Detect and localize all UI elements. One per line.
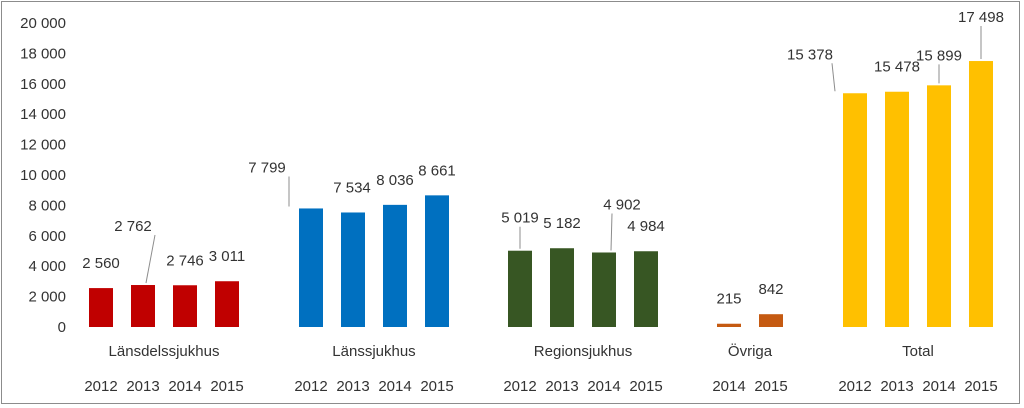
x-year-label: 2014 xyxy=(168,378,201,395)
bar xyxy=(131,285,155,327)
y-tick-label: 2 000 xyxy=(28,289,66,306)
data-label: 215 xyxy=(716,291,741,308)
x-year-label: 2012 xyxy=(84,378,117,395)
bar xyxy=(969,61,993,328)
bar xyxy=(885,91,909,327)
bar xyxy=(215,281,239,327)
bar xyxy=(634,251,658,327)
x-year-label: 2014 xyxy=(922,378,955,395)
y-tick-label: 14 000 xyxy=(20,106,66,123)
bar xyxy=(717,323,741,327)
bar xyxy=(592,252,616,327)
data-label: 2 560 xyxy=(82,255,120,272)
y-tick-label: 10 000 xyxy=(20,167,66,184)
data-label: 7 534 xyxy=(333,179,371,196)
bar xyxy=(383,204,407,327)
bar xyxy=(89,288,113,327)
bar xyxy=(550,248,574,327)
leader-line xyxy=(831,63,836,92)
x-year-label: 2015 xyxy=(754,378,787,395)
y-tick-label: 4 000 xyxy=(28,258,66,275)
y-tick-label: 8 000 xyxy=(28,197,66,214)
data-label: 3 011 xyxy=(209,248,245,265)
data-label: 17 498 xyxy=(958,9,1004,26)
x-year-label: 2015 xyxy=(964,378,997,395)
y-tick-label: 20 000 xyxy=(20,15,66,32)
bars xyxy=(89,61,993,328)
bar xyxy=(843,93,867,328)
y-axis: 0 2 000 4 000 6 000 8 000 10 000 12 000 14 000 1… xyxy=(20,15,66,336)
x-group-label: Länssjukhus xyxy=(332,343,415,360)
data-label: 7 799 xyxy=(248,159,286,176)
data-label: 5 182 xyxy=(543,215,581,232)
x-year-label: 2014 xyxy=(378,378,411,395)
leader-line xyxy=(145,234,156,284)
x-year-label: 2013 xyxy=(336,378,369,395)
x-year-label: 2014 xyxy=(587,378,620,395)
x-year-label: 2014 xyxy=(712,378,745,395)
bar xyxy=(173,285,197,327)
x-year-label: 2015 xyxy=(629,378,662,395)
x-year-label: 2015 xyxy=(210,378,243,395)
x-year-label: 2013 xyxy=(545,378,578,395)
x-year-label: 2013 xyxy=(880,378,913,395)
data-label: 2 746 xyxy=(166,252,204,269)
leader-lines xyxy=(145,26,982,284)
bar xyxy=(299,208,323,327)
bar xyxy=(425,195,449,327)
x-group-label: Regionsjukhus xyxy=(534,343,632,360)
data-label: 15 378 xyxy=(787,46,833,63)
bar xyxy=(341,212,365,327)
data-label: 15 478 xyxy=(874,59,920,76)
x-axis-labels: 2012 2013 2014 2015 Länsdelssjukhus 2012 2013 2… xyxy=(84,342,997,395)
bar xyxy=(759,314,783,327)
x-year-label: 2012 xyxy=(503,378,536,395)
x-year-label: 2015 xyxy=(420,378,453,395)
x-group-label: Total xyxy=(902,343,934,360)
x-year-label: 2012 xyxy=(294,378,327,395)
y-tick-label: 12 000 xyxy=(20,137,66,154)
data-label: 5 019 xyxy=(501,210,539,227)
data-label: 15 899 xyxy=(916,47,962,64)
y-tick-label: 0 xyxy=(58,319,66,336)
x-year-label: 2012 xyxy=(838,378,871,395)
data-label: 842 xyxy=(758,281,783,298)
data-label: 8 661 xyxy=(418,162,456,179)
x-group-label: Länsdelssjukhus xyxy=(109,343,220,360)
y-tick-label: 6 000 xyxy=(28,228,66,245)
x-year-label: 2013 xyxy=(126,378,159,395)
data-label: 8 036 xyxy=(376,172,414,189)
y-tick-label: 18 000 xyxy=(20,45,66,62)
data-label: 4 984 xyxy=(627,218,665,235)
y-tick-label: 16 000 xyxy=(20,76,66,93)
data-label: 4 902 xyxy=(603,196,641,213)
leader-line xyxy=(610,213,613,251)
x-group-label: Övriga xyxy=(728,342,773,360)
bar xyxy=(927,85,951,327)
data-label: 2 762 xyxy=(114,218,152,235)
bar xyxy=(508,250,532,327)
